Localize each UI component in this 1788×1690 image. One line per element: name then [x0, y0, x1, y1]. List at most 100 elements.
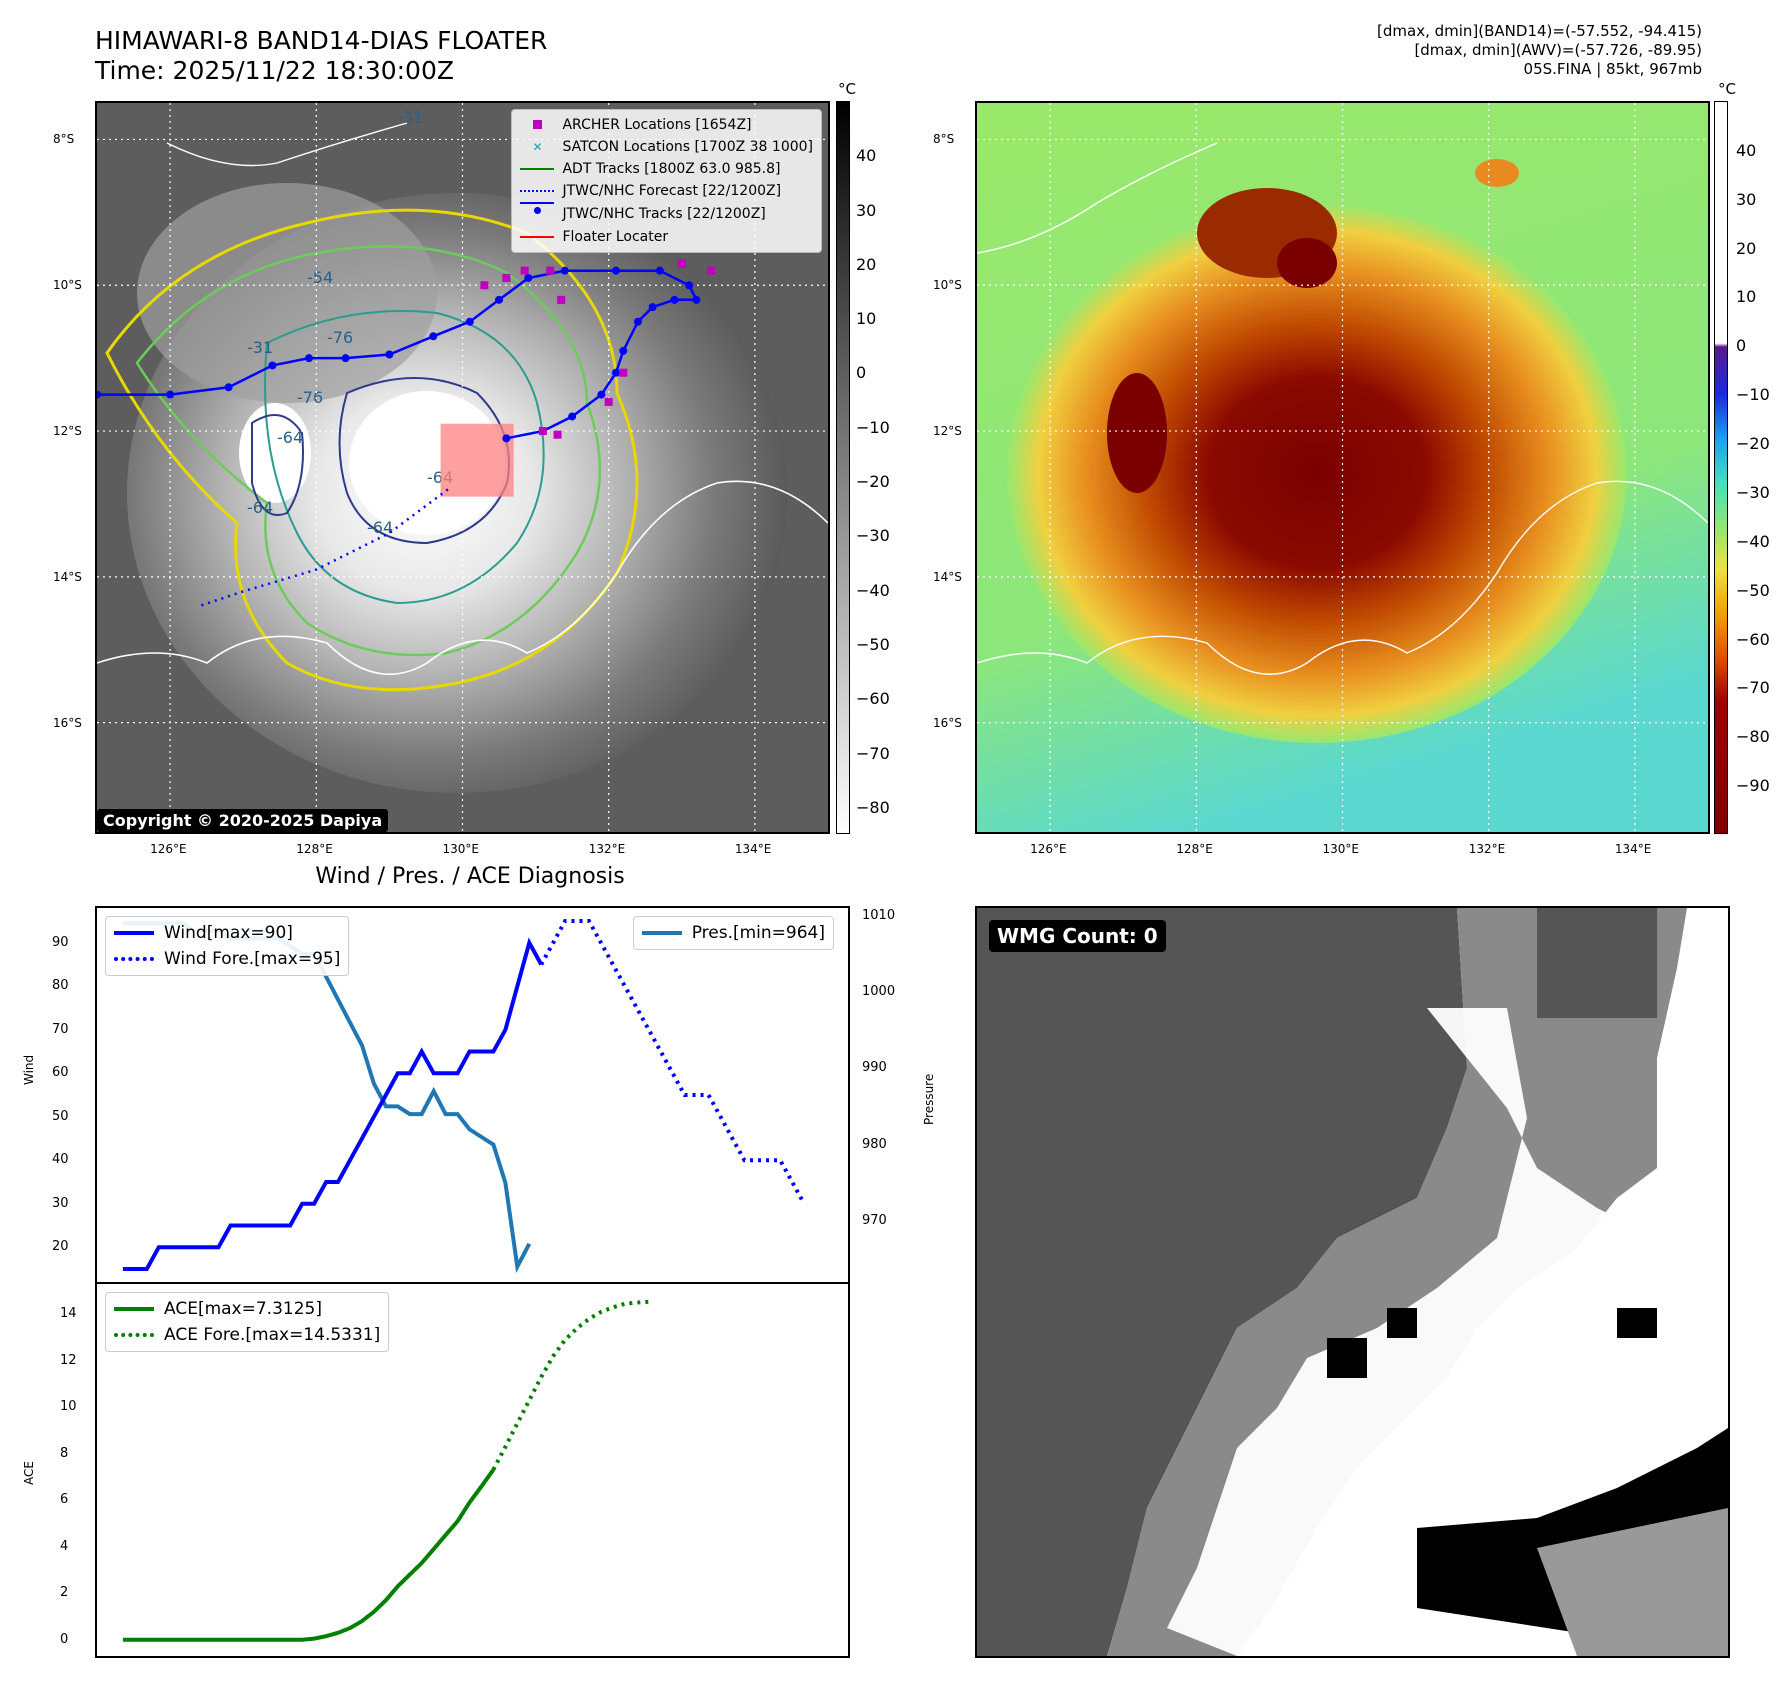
archer-point — [677, 259, 686, 268]
archer-point — [546, 266, 555, 275]
legend-entry: JTWC/NHC Tracks [22/1200Z] — [520, 202, 813, 226]
storm-tracks — [97, 259, 716, 608]
contour-labels: -31-54-31-76-64-64-76-64-64 — [247, 108, 453, 537]
archer-point — [520, 266, 529, 275]
colorbar-tick-label: −70 — [1736, 678, 1770, 698]
contour-teal — [264, 310, 545, 605]
awv-gridlines — [977, 103, 1708, 832]
colorbar-tick-label: 10 — [856, 309, 877, 329]
archer-point — [553, 430, 562, 439]
archer-point — [538, 427, 547, 436]
storm-info: [dmax, dmin](BAND14)=(-57.552, -94.415) … — [1377, 22, 1702, 79]
pressure-tick-label: 990 — [862, 1060, 887, 1076]
ir-colorbar-unit: °C — [838, 80, 856, 98]
colorbar-tick-label: 20 — [1736, 238, 1757, 258]
wmg-panel: WMG Count: 0 — [975, 906, 1730, 1658]
awv-storm — [1007, 203, 1627, 743]
awv-cell-ne — [1475, 159, 1519, 187]
legend-swatch: ✕ — [532, 140, 543, 154]
jtwc-track-point — [304, 354, 313, 363]
contour-label: -54 — [307, 268, 333, 287]
ace-line — [122, 1468, 496, 1642]
wmg-map — [977, 908, 1728, 1656]
lat-tick-label: 12°S — [933, 424, 962, 439]
ace-axis-label: ACE — [22, 1461, 36, 1485]
wmg-region-light — [1167, 1008, 1728, 1656]
lon-tick-label: 132°E — [1468, 842, 1506, 856]
archer-point — [502, 273, 511, 282]
wmg-black-cell — [1617, 1308, 1657, 1338]
jtwc-track-point — [597, 390, 606, 399]
lon-tick-label: 134°E — [1614, 842, 1652, 856]
colorbar-tick-label: −40 — [1736, 531, 1770, 551]
legend-label: JTWC/NHC Forecast [22/1200Z] — [562, 183, 782, 199]
lon-tick-label: 134°E — [734, 842, 772, 856]
jtwc-track-point — [560, 266, 569, 275]
ace-tick-label: 10 — [60, 1399, 77, 1415]
ace-tick-label: 2 — [60, 1585, 69, 1601]
lon-tick-label: 130°E — [442, 842, 480, 856]
legend-ace-swatch — [114, 1307, 154, 1311]
wmg-count-badge: WMG Count: 0 — [989, 920, 1166, 952]
legend-entry: ✕ SATCON Locations [1700Z 38 1000] — [520, 136, 813, 158]
legend-ace-forecast: ACE Fore.[max=14.5331] — [114, 1322, 380, 1348]
coastline-north — [166, 122, 408, 167]
jtwc-track-point — [692, 295, 701, 304]
colorbar-tick-label: −10 — [1736, 385, 1770, 405]
title-time: Time: 2025/11/22 18:30:00Z — [95, 56, 454, 85]
wmg-black-cell — [1327, 1338, 1367, 1378]
jtwc-track-point — [495, 295, 504, 304]
lon-tick-label: 128°E — [1176, 842, 1213, 856]
contour-label: -64 — [277, 428, 303, 447]
colorbar-tick-label: 10 — [1736, 287, 1757, 307]
contour-yellow — [105, 208, 639, 692]
lon-tick-label: 132°E — [588, 842, 626, 856]
lat-tick-label: 16°S — [933, 715, 962, 730]
ace-legend: ACE[max=7.3125] ACE Fore.[max=14.5331] — [105, 1292, 390, 1352]
jtwc-track-point — [429, 332, 438, 341]
contour-cell — [251, 414, 304, 516]
contour-label: -76 — [327, 328, 353, 347]
archer-point — [480, 281, 489, 290]
jtwc-track-point — [633, 317, 642, 326]
lon-tick-label: 126°E — [1030, 842, 1067, 856]
legend-label: ADT Tracks [1800Z 63.0 985.8] — [562, 161, 781, 177]
jtwc-track-point — [685, 281, 694, 290]
lat-tick-label: 14°S — [933, 569, 962, 584]
ace-tick-label: 8 — [60, 1445, 69, 1461]
legend-label: SATCON Locations [1700Z 38 1000] — [562, 139, 813, 155]
colorbar-tick-label: −50 — [1736, 580, 1770, 600]
wind-forecast-line — [539, 919, 806, 1205]
contour-label: -64 — [367, 518, 393, 537]
pressure-tick-label: 980 — [862, 1136, 887, 1152]
wind-tick-label: 70 — [52, 1021, 69, 1037]
colorbar-tick-label: 0 — [856, 363, 867, 383]
legend-wind-swatch — [114, 931, 154, 935]
jtwc-track-point — [568, 412, 577, 421]
legend-entry: Floater Locater — [520, 226, 813, 248]
archer-point — [557, 295, 566, 304]
jtwc-track-point — [341, 354, 350, 363]
jtwc-track-point — [385, 350, 394, 359]
legend-label: Floater Locater — [562, 229, 669, 245]
awv-colorbar — [1714, 101, 1728, 834]
pressure-legend: Pres.[min=964] — [632, 916, 834, 950]
wind-tick-label: 60 — [52, 1065, 69, 1081]
jtwc-track-point — [524, 273, 533, 282]
lat-tick-label: 14°S — [53, 569, 82, 584]
ir-colorbar — [836, 101, 850, 834]
contour-label: -64 — [247, 498, 273, 517]
title-satellite: HIMAWARI-8 BAND14-DIAS FLOATER — [95, 26, 548, 55]
lat-tick-label: 10°S — [53, 278, 82, 293]
jtwc-track-point — [465, 317, 474, 326]
diagnosis-title: Wind / Pres. / ACE Diagnosis — [315, 864, 625, 889]
jtwc-track-point — [648, 303, 657, 312]
awv-colorbar-unit: °C — [1718, 80, 1736, 98]
colorbar-tick-label: −30 — [856, 526, 890, 546]
colorbar-tick-label: −20 — [856, 472, 890, 492]
lon-tick-label: 130°E — [1322, 842, 1360, 856]
awv-map-panel — [975, 101, 1710, 834]
colorbar-tick-label: 20 — [856, 254, 877, 274]
wind-tick-label: 80 — [52, 978, 69, 994]
copyright-badge: Copyright © 2020-2025 Dapiya — [97, 809, 389, 832]
